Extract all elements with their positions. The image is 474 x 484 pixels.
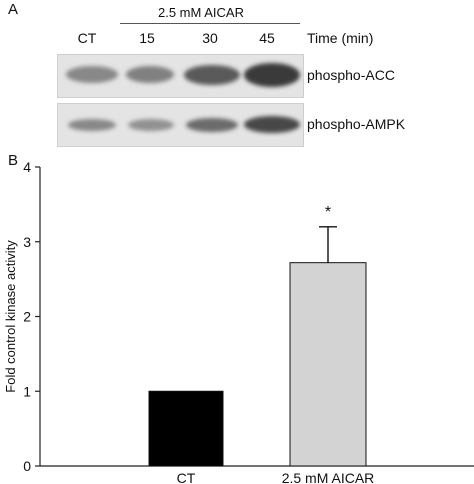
x-tick-label-2-5-mm-aicar: 2.5 mM AICAR <box>282 470 375 484</box>
significance-marker-2-5-mm-aicar: * <box>325 204 331 221</box>
band-ampk-15 <box>128 119 174 131</box>
x-tick-label-ct: CT <box>177 470 196 484</box>
blot-phospho-acc <box>57 54 304 98</box>
blot-label-phospho-ampk: phospho-AMPK <box>307 116 406 132</box>
blot-label-phospho-acc: phospho-ACC <box>307 67 395 83</box>
column-label-45: 45 <box>259 30 275 46</box>
band-acc-ct <box>66 66 118 83</box>
y-tick-label-2: 2 <box>23 309 31 325</box>
y-axis-label: Fold control kinase activity <box>3 240 18 393</box>
panel-b-letter: B <box>8 152 19 169</box>
band-ampk-ct <box>68 119 116 131</box>
column-label-15: 15 <box>139 30 155 46</box>
band-acc-30 <box>184 65 240 85</box>
panel-a-letter: A <box>8 1 19 18</box>
y-tick-label-4: 4 <box>23 159 31 175</box>
y-tick-label-1: 1 <box>23 383 31 399</box>
column-label-ct: CT <box>77 30 97 46</box>
band-acc-45 <box>244 63 300 87</box>
blot-phospho-ampk <box>57 103 304 147</box>
band-acc-15 <box>126 66 174 83</box>
y-tick-label-3: 3 <box>23 234 31 250</box>
bar-ct <box>148 390 224 467</box>
treatment-header: 2.5 mM AICAR <box>158 5 244 20</box>
band-ampk-45 <box>244 116 300 133</box>
treatment-bracket <box>120 23 300 24</box>
y-tick-label-0: 0 <box>23 458 31 474</box>
bar-2-5-mm-aicar <box>289 262 367 467</box>
band-ampk-30 <box>186 118 238 132</box>
column-label-30: 30 <box>202 30 218 46</box>
time-label: Time (min) <box>307 30 374 46</box>
